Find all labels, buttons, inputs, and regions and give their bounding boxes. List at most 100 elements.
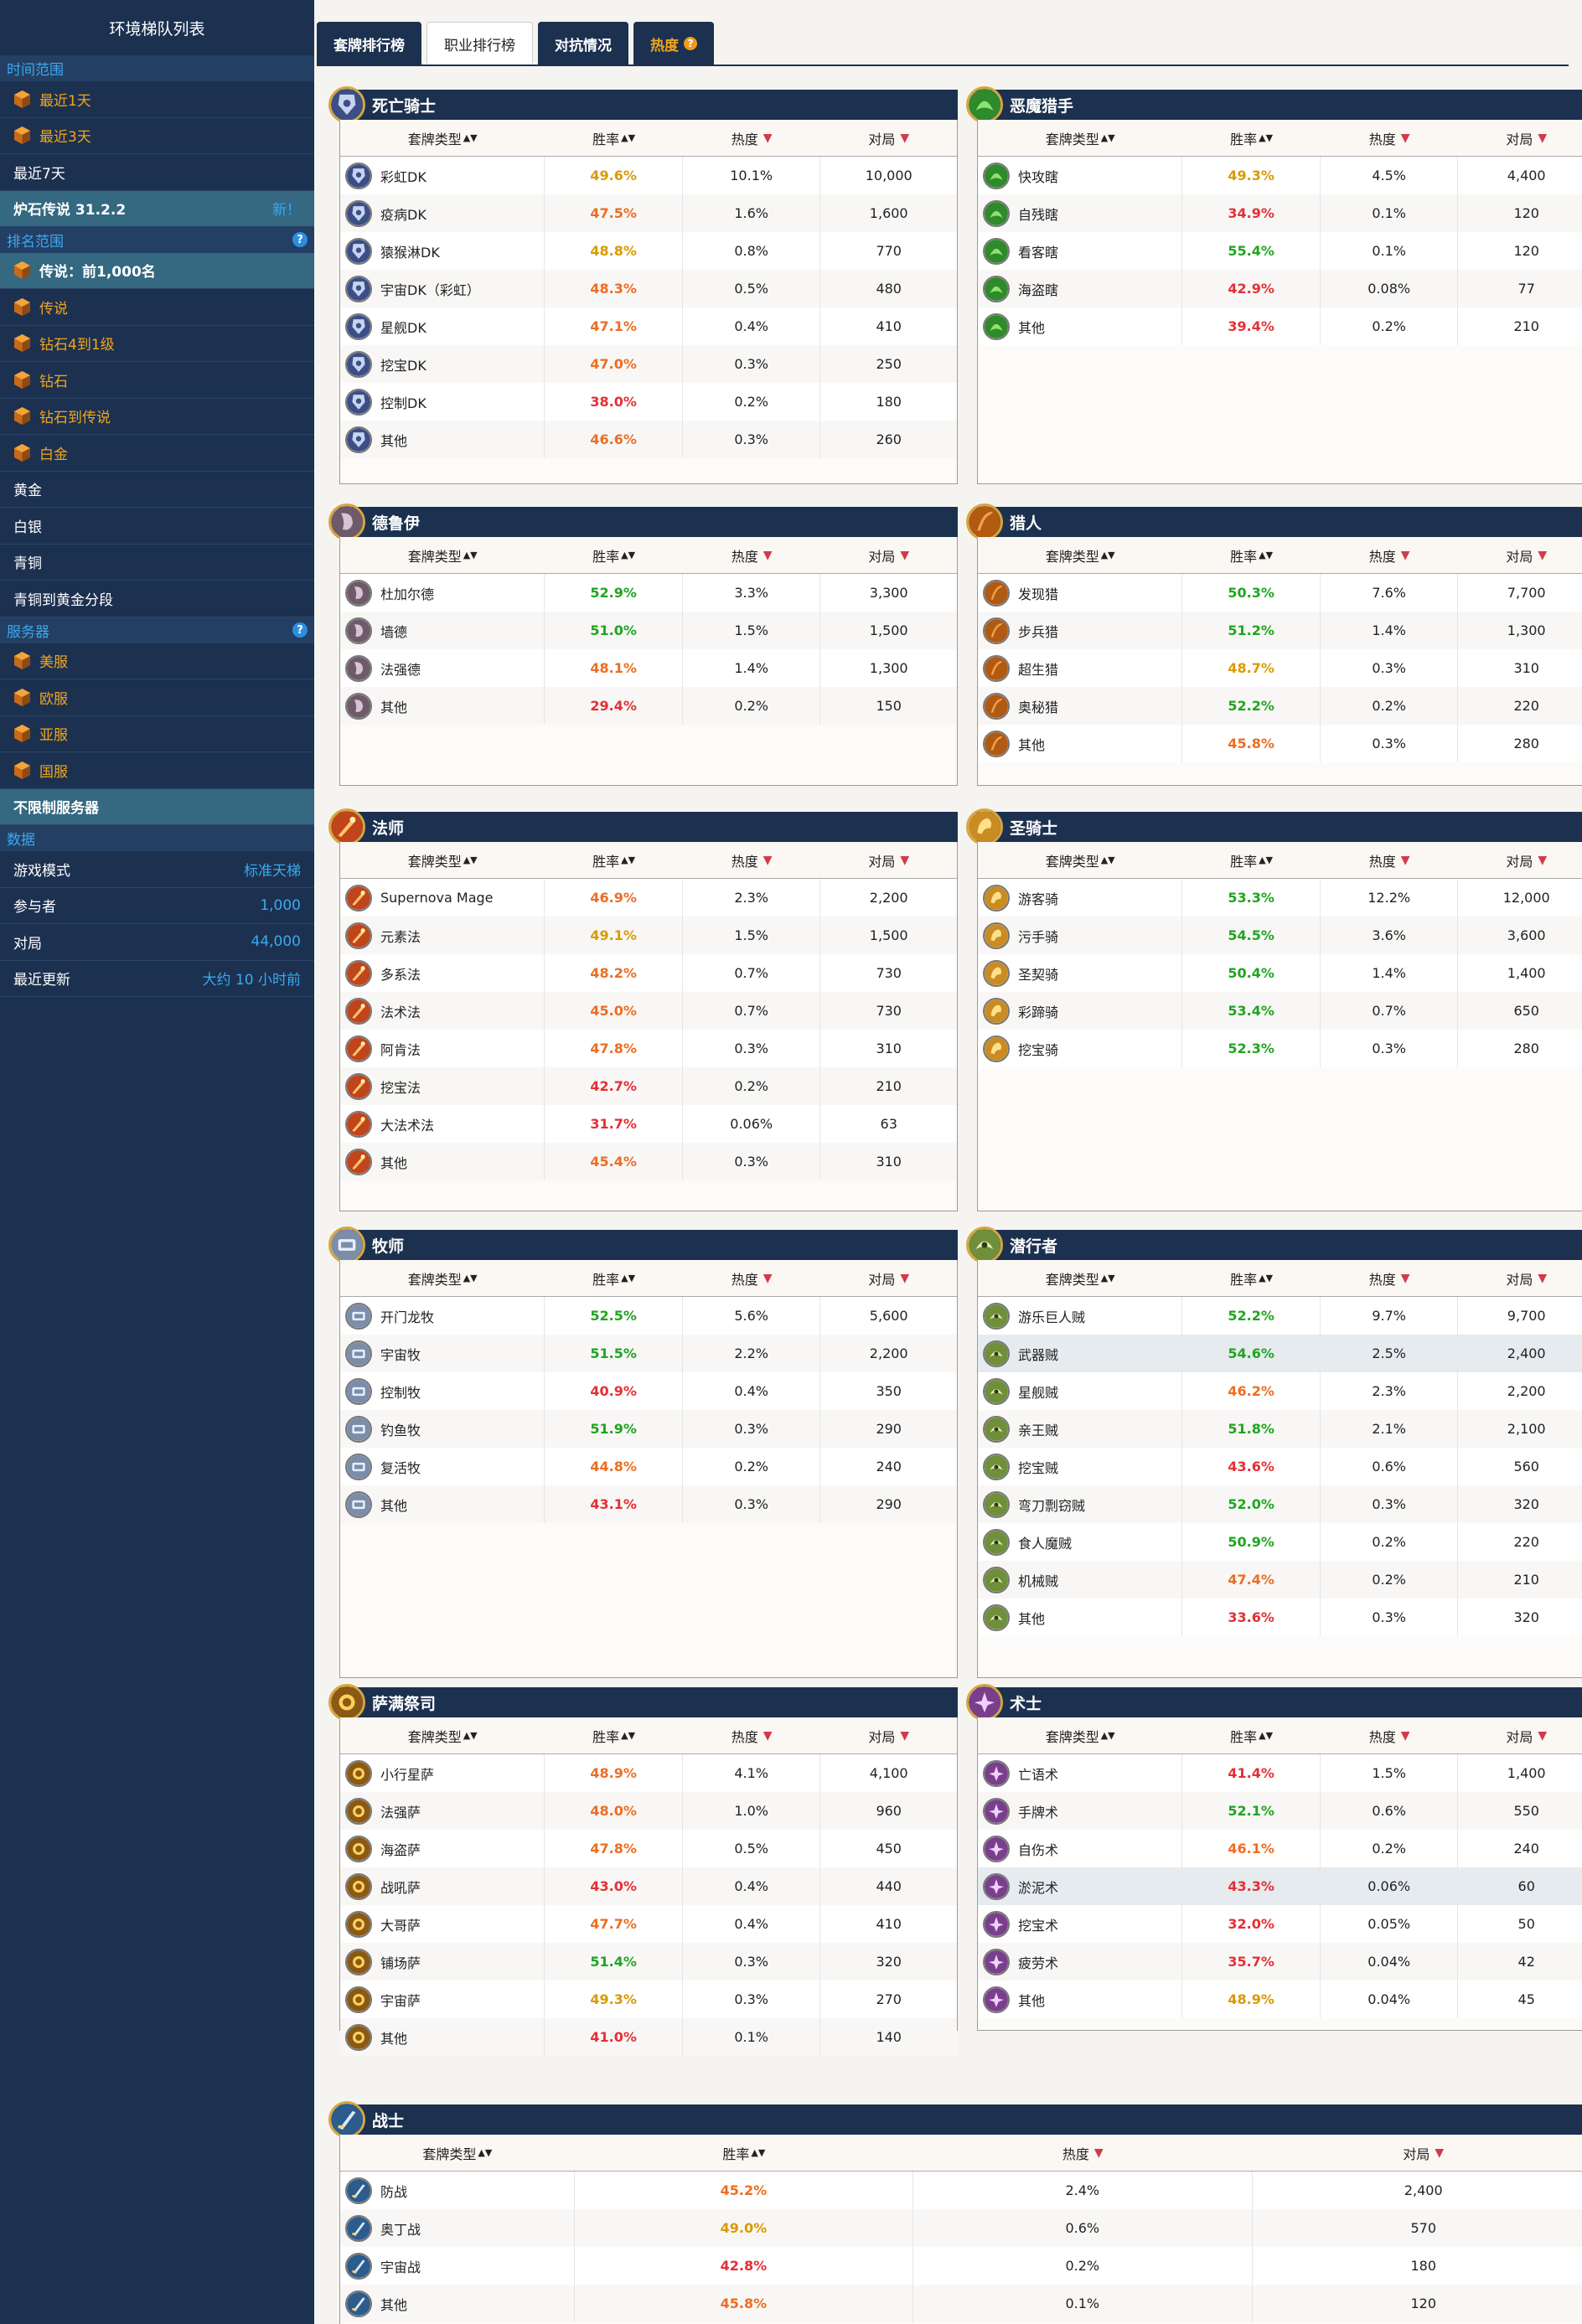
table-row[interactable]: 机械贼 47.4% 0.2% 210 bbox=[978, 1561, 1582, 1598]
deck-name-cell[interactable]: 元素法 bbox=[340, 917, 545, 954]
header-popularity[interactable]: 热度 ▼ bbox=[683, 1726, 821, 1746]
deck-name[interactable]: 步兵猎 bbox=[1018, 623, 1059, 640]
table-row[interactable]: 法术法 45.0% 0.7% 730 bbox=[340, 992, 957, 1030]
table-row[interactable]: 发现猎 50.3% 7.6% 7,700 bbox=[978, 574, 1582, 612]
deck-name[interactable]: 彩虹DK bbox=[380, 168, 427, 185]
deck-name-cell[interactable]: 其他 bbox=[978, 1598, 1183, 1636]
deck-name-cell[interactable]: 多系法 bbox=[340, 954, 545, 992]
tab-3[interactable]: 热度? bbox=[633, 22, 714, 65]
table-row[interactable]: 自伤术 46.1% 0.2% 240 bbox=[978, 1830, 1582, 1867]
deck-name-cell[interactable]: 宇宙战 bbox=[340, 2247, 575, 2285]
deck-name[interactable]: 游乐巨人贼 bbox=[1018, 1309, 1086, 1325]
table-row[interactable]: 亲王贼 51.8% 2.1% 2,100 bbox=[978, 1410, 1582, 1448]
deck-name[interactable]: 污手骑 bbox=[1018, 928, 1059, 945]
header-games[interactable]: 对局 ▼ bbox=[820, 1726, 957, 1746]
table-row[interactable]: 墙德 51.0% 1.5% 1,500 bbox=[340, 612, 957, 649]
table-row[interactable]: 开门龙牧 52.5% 5.6% 5,600 bbox=[340, 1297, 957, 1335]
header-winrate[interactable]: 胜率 ▲▼ bbox=[545, 1268, 683, 1289]
deck-name-cell[interactable]: 海盗瞎 bbox=[978, 270, 1183, 307]
deck-name-cell[interactable]: 其他 bbox=[340, 2018, 545, 2056]
deck-name-cell[interactable]: 挖宝法 bbox=[340, 1067, 545, 1105]
table-row[interactable]: 宇宙DK（彩虹） 48.3% 0.5% 480 bbox=[340, 270, 957, 307]
deck-name-cell[interactable]: 杜加尔德 bbox=[340, 574, 545, 612]
deck-name[interactable]: 奥秘猎 bbox=[1018, 699, 1059, 715]
header-popularity[interactable]: 热度 ▼ bbox=[1321, 545, 1459, 566]
table-row[interactable]: Supernova Mage 46.9% 2.3% 2,200 bbox=[340, 879, 957, 917]
help-icon[interactable]: ? bbox=[684, 37, 697, 50]
deck-name-cell[interactable]: 自伤术 bbox=[978, 1830, 1183, 1867]
header-deck[interactable]: 套牌类型 ▲▼ bbox=[978, 1726, 1182, 1746]
deck-name[interactable]: 其他 bbox=[1018, 1610, 1046, 1627]
deck-name[interactable]: 食人魔贼 bbox=[1018, 1535, 1073, 1552]
table-row[interactable]: 手牌术 52.1% 0.6% 550 bbox=[978, 1792, 1582, 1830]
deck-name-cell[interactable]: 奥丁战 bbox=[340, 2209, 575, 2247]
deck-name[interactable]: 宇宙DK（彩虹） bbox=[380, 281, 480, 298]
server-item[interactable]: 亚服 bbox=[0, 716, 314, 752]
deck-name[interactable]: 亡语术 bbox=[1018, 1766, 1059, 1783]
table-row[interactable]: 铺场萨 51.4% 0.3% 320 bbox=[340, 1943, 957, 1981]
table-row[interactable]: 自残瞎 34.9% 0.1% 120 bbox=[978, 194, 1582, 232]
deck-name-cell[interactable]: 自残瞎 bbox=[978, 194, 1183, 232]
header-winrate[interactable]: 胜率 ▲▼ bbox=[1182, 545, 1321, 566]
deck-name-cell[interactable]: 超生猎 bbox=[978, 649, 1183, 687]
header-games[interactable]: 对局 ▼ bbox=[1458, 128, 1582, 148]
deck-name[interactable]: 海盗萨 bbox=[380, 1841, 421, 1858]
deck-name[interactable]: 钓鱼牧 bbox=[380, 1422, 421, 1438]
table-row[interactable]: 海盗萨 47.8% 0.5% 450 bbox=[340, 1830, 957, 1867]
rank-item[interactable]: 传说：前1,000名 bbox=[0, 252, 314, 289]
table-row[interactable]: 阿肯法 47.8% 0.3% 310 bbox=[340, 1030, 957, 1067]
deck-name-cell[interactable]: 钓鱼牧 bbox=[340, 1410, 545, 1448]
deck-name[interactable]: 游客骑 bbox=[1018, 891, 1059, 907]
deck-name[interactable]: 星舰贼 bbox=[1018, 1384, 1059, 1401]
deck-name-cell[interactable]: Supernova Mage bbox=[340, 879, 545, 917]
header-popularity[interactable]: 热度 ▼ bbox=[683, 545, 821, 566]
deck-name[interactable]: 挖宝DK bbox=[380, 357, 427, 374]
deck-name[interactable]: 其他 bbox=[1018, 736, 1046, 753]
deck-name[interactable]: 其他 bbox=[380, 699, 408, 715]
table-row[interactable]: 亡语术 41.4% 1.5% 1,400 bbox=[978, 1754, 1582, 1792]
header-popularity[interactable]: 热度 ▼ bbox=[683, 1268, 821, 1289]
deck-name[interactable]: 彩蹄骑 bbox=[1018, 1004, 1059, 1020]
deck-name[interactable]: 自残瞎 bbox=[1018, 206, 1059, 223]
deck-name-cell[interactable]: 彩虹DK bbox=[340, 157, 545, 194]
deck-name[interactable]: 其他 bbox=[1018, 319, 1046, 336]
deck-name-cell[interactable]: 其他 bbox=[340, 2285, 575, 2322]
table-row[interactable]: 防战 45.2% 2.4% 2,400 bbox=[340, 2172, 1582, 2209]
table-row[interactable]: 挖宝DK 47.0% 0.3% 250 bbox=[340, 345, 957, 383]
table-row[interactable]: 法强萨 48.0% 1.0% 960 bbox=[340, 1792, 957, 1830]
deck-name[interactable]: 疫病DK bbox=[380, 206, 427, 223]
table-row[interactable]: 宇宙牧 51.5% 2.2% 2,200 bbox=[340, 1335, 957, 1372]
table-row[interactable]: 快攻瞎 49.3% 4.5% 4,400 bbox=[978, 157, 1582, 194]
table-row[interactable]: 星舰贼 46.2% 2.3% 2,200 bbox=[978, 1372, 1582, 1410]
deck-name-cell[interactable]: 发现猎 bbox=[978, 574, 1183, 612]
deck-name[interactable]: 挖宝术 bbox=[1018, 1917, 1059, 1934]
table-row[interactable]: 其他 33.6% 0.3% 320 bbox=[978, 1598, 1582, 1636]
deck-name-cell[interactable]: 其他 bbox=[340, 687, 545, 725]
table-row[interactable]: 复活牧 44.8% 0.2% 240 bbox=[340, 1448, 957, 1485]
deck-name-cell[interactable]: 亲王贼 bbox=[978, 1410, 1183, 1448]
deck-name[interactable]: 法强德 bbox=[380, 661, 421, 678]
tab-1[interactable]: 职业排行榜 bbox=[427, 22, 533, 65]
header-winrate[interactable]: 胜率 ▲▼ bbox=[545, 1726, 683, 1746]
time-item[interactable]: 最近3天 bbox=[0, 118, 314, 154]
deck-name[interactable]: 其他 bbox=[380, 432, 408, 449]
deck-name[interactable]: Supernova Mage bbox=[380, 890, 494, 906]
deck-name[interactable]: 其他 bbox=[380, 2030, 408, 2047]
header-games[interactable]: 对局 ▼ bbox=[1253, 2143, 1582, 2163]
table-row[interactable]: 污手骑 54.5% 3.6% 3,600 bbox=[978, 917, 1582, 954]
deck-name[interactable]: 其他 bbox=[380, 1154, 408, 1171]
table-row[interactable]: 元素法 49.1% 1.5% 1,500 bbox=[340, 917, 957, 954]
deck-name-cell[interactable]: 食人魔贼 bbox=[978, 1523, 1183, 1561]
deck-name-cell[interactable]: 战吼萨 bbox=[340, 1867, 545, 1905]
deck-name-cell[interactable]: 铺场萨 bbox=[340, 1943, 545, 1981]
deck-name-cell[interactable]: 污手骑 bbox=[978, 917, 1183, 954]
server-item[interactable]: 国服 bbox=[0, 752, 314, 789]
table-row[interactable]: 杜加尔德 52.9% 3.3% 3,300 bbox=[340, 574, 957, 612]
time-item[interactable]: 最近1天 bbox=[0, 81, 314, 118]
table-row[interactable]: 超生猎 48.7% 0.3% 310 bbox=[978, 649, 1582, 687]
deck-name[interactable]: 铺场萨 bbox=[380, 1955, 421, 1971]
header-games[interactable]: 对局 ▼ bbox=[1458, 850, 1582, 870]
deck-name-cell[interactable]: 游客骑 bbox=[978, 879, 1183, 917]
table-row[interactable]: 大法术法 31.7% 0.06% 63 bbox=[340, 1105, 957, 1143]
deck-name-cell[interactable]: 小行星萨 bbox=[340, 1754, 545, 1792]
